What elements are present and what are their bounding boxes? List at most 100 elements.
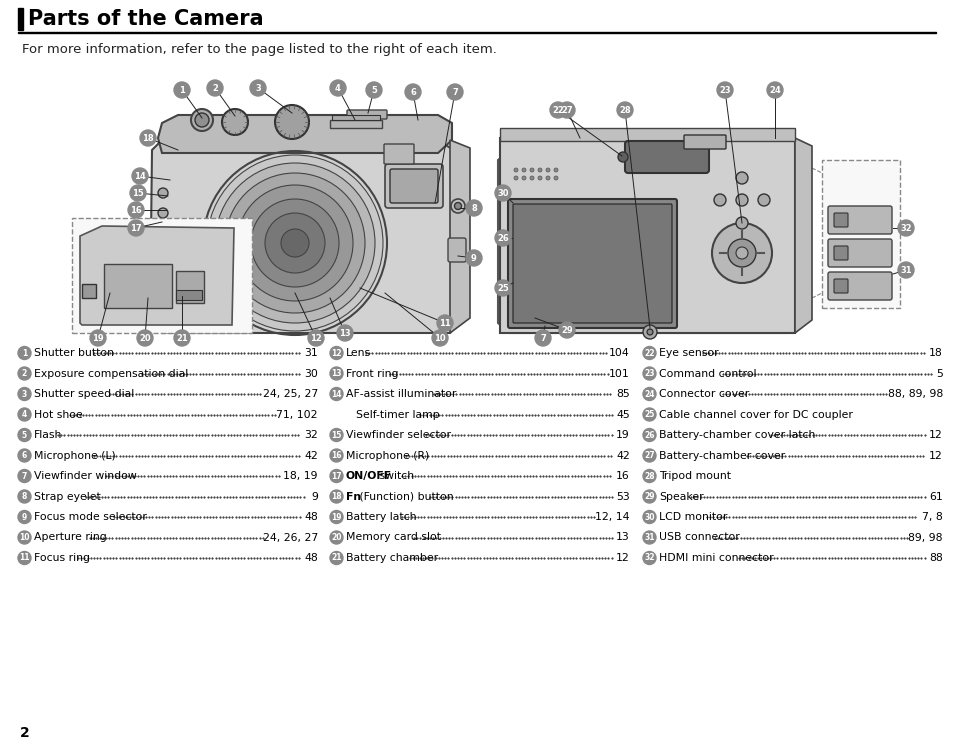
Text: 12: 12 bbox=[928, 450, 942, 461]
Circle shape bbox=[642, 510, 656, 524]
Text: 15: 15 bbox=[132, 188, 144, 197]
Text: Battery latch: Battery latch bbox=[346, 512, 416, 522]
Text: 61: 61 bbox=[928, 491, 942, 501]
Text: Focus mode selector: Focus mode selector bbox=[34, 512, 147, 522]
Text: 18, 19: 18, 19 bbox=[283, 471, 317, 481]
Text: 2: 2 bbox=[22, 369, 27, 378]
FancyBboxPatch shape bbox=[384, 144, 414, 164]
Circle shape bbox=[642, 367, 656, 380]
Circle shape bbox=[137, 330, 152, 346]
Text: 104: 104 bbox=[609, 348, 629, 358]
Bar bbox=[175, 271, 204, 303]
Circle shape bbox=[18, 510, 30, 524]
Text: 5: 5 bbox=[935, 369, 942, 378]
Text: 25: 25 bbox=[497, 283, 508, 292]
Circle shape bbox=[330, 510, 343, 524]
Text: 1: 1 bbox=[179, 85, 185, 94]
Circle shape bbox=[265, 213, 325, 273]
Circle shape bbox=[514, 176, 517, 180]
Text: 6: 6 bbox=[410, 88, 416, 96]
Circle shape bbox=[18, 429, 30, 441]
Text: 7: 7 bbox=[452, 88, 457, 96]
Text: 19: 19 bbox=[616, 430, 629, 440]
Circle shape bbox=[766, 82, 782, 98]
Circle shape bbox=[735, 247, 747, 259]
Polygon shape bbox=[80, 226, 233, 325]
Circle shape bbox=[550, 102, 565, 118]
Circle shape bbox=[735, 172, 747, 184]
Circle shape bbox=[713, 194, 725, 206]
FancyBboxPatch shape bbox=[513, 204, 671, 323]
Circle shape bbox=[18, 387, 30, 400]
Circle shape bbox=[537, 176, 541, 180]
Circle shape bbox=[617, 102, 633, 118]
Text: 18: 18 bbox=[928, 348, 942, 358]
Text: AF-assist illuminator: AF-assist illuminator bbox=[346, 389, 456, 399]
Text: 12: 12 bbox=[331, 349, 341, 358]
Circle shape bbox=[897, 262, 913, 278]
Text: 21: 21 bbox=[331, 554, 341, 562]
Circle shape bbox=[158, 188, 168, 198]
Text: 12: 12 bbox=[616, 553, 629, 563]
Circle shape bbox=[18, 367, 30, 380]
Text: 29: 29 bbox=[643, 492, 654, 501]
Text: 12: 12 bbox=[928, 430, 942, 440]
Text: Microphone (R): Microphone (R) bbox=[346, 450, 429, 461]
Bar bbox=[71, 218, 252, 333]
Circle shape bbox=[250, 80, 266, 96]
Circle shape bbox=[465, 250, 481, 266]
Text: 32: 32 bbox=[643, 554, 654, 562]
Text: 9: 9 bbox=[22, 512, 27, 521]
Circle shape bbox=[225, 173, 365, 313]
Text: Self-timer lamp: Self-timer lamp bbox=[355, 409, 439, 420]
Text: 48: 48 bbox=[304, 512, 317, 522]
Text: 5: 5 bbox=[371, 85, 376, 94]
Text: 13: 13 bbox=[339, 328, 351, 337]
Text: switch: switch bbox=[375, 471, 414, 481]
Text: 11: 11 bbox=[19, 554, 30, 562]
Text: 22: 22 bbox=[643, 349, 654, 358]
FancyBboxPatch shape bbox=[827, 272, 891, 300]
Text: 17: 17 bbox=[331, 471, 341, 480]
Circle shape bbox=[330, 429, 343, 441]
Circle shape bbox=[642, 531, 656, 544]
Text: 4: 4 bbox=[335, 84, 340, 93]
Circle shape bbox=[521, 168, 525, 172]
Circle shape bbox=[132, 168, 148, 184]
Circle shape bbox=[236, 185, 353, 301]
FancyBboxPatch shape bbox=[833, 279, 847, 293]
Circle shape bbox=[330, 551, 343, 565]
Text: 28: 28 bbox=[643, 471, 654, 480]
Circle shape bbox=[495, 185, 511, 201]
Circle shape bbox=[558, 322, 575, 338]
Circle shape bbox=[18, 408, 30, 421]
Bar bbox=[175, 290, 202, 300]
Circle shape bbox=[207, 80, 223, 96]
Text: Tripod mount: Tripod mount bbox=[659, 471, 730, 481]
Circle shape bbox=[447, 84, 462, 100]
FancyBboxPatch shape bbox=[683, 135, 725, 149]
Text: 42: 42 bbox=[616, 450, 629, 461]
Text: 13: 13 bbox=[331, 369, 341, 378]
Text: 17: 17 bbox=[130, 224, 142, 233]
Circle shape bbox=[222, 109, 248, 135]
Text: 14: 14 bbox=[134, 171, 146, 180]
Circle shape bbox=[130, 185, 146, 201]
Text: 89, 98: 89, 98 bbox=[907, 533, 942, 542]
Text: Viewfinder window: Viewfinder window bbox=[34, 471, 136, 481]
FancyBboxPatch shape bbox=[507, 199, 677, 328]
Text: Front ring: Front ring bbox=[346, 369, 398, 378]
Text: 7: 7 bbox=[539, 334, 545, 343]
Circle shape bbox=[366, 82, 381, 98]
Text: 31: 31 bbox=[304, 348, 317, 358]
Circle shape bbox=[18, 449, 30, 462]
Circle shape bbox=[330, 449, 343, 462]
Circle shape bbox=[451, 199, 464, 213]
Text: 3: 3 bbox=[22, 390, 27, 399]
Text: 25: 25 bbox=[643, 410, 654, 419]
Text: 5: 5 bbox=[22, 431, 27, 440]
Circle shape bbox=[454, 203, 461, 209]
Text: 26: 26 bbox=[497, 233, 508, 242]
Circle shape bbox=[336, 325, 353, 341]
Text: 23: 23 bbox=[719, 85, 730, 94]
